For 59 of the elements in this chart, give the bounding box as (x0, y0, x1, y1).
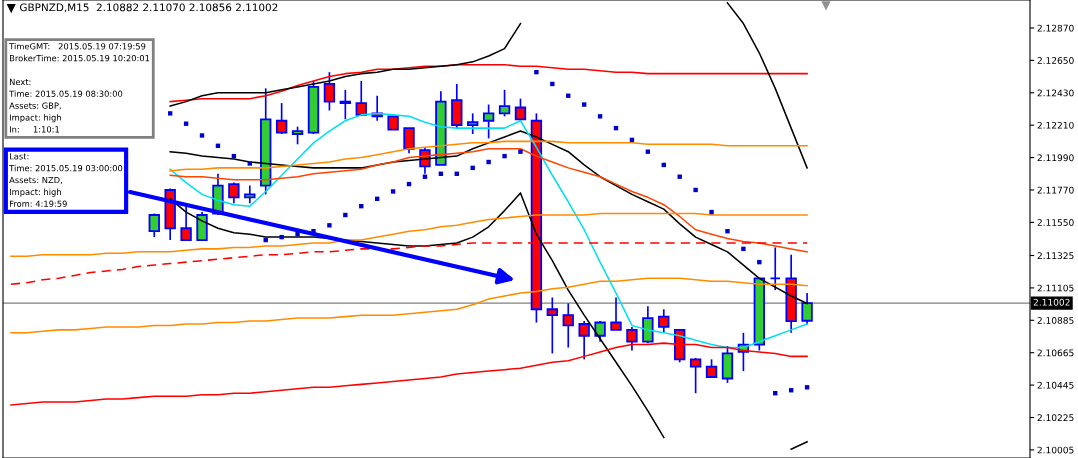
candlestick (689, 357, 702, 395)
point (725, 229, 730, 234)
point (167, 111, 173, 116)
point (741, 246, 746, 252)
candlestick (658, 308, 670, 334)
candlestick (769, 246, 781, 291)
point (199, 133, 205, 138)
candlestick (467, 112, 479, 135)
point (709, 209, 714, 215)
candlestick (594, 320, 606, 343)
y-tick-label: 2.10885 (1037, 317, 1074, 324)
y-tick-label: 2.11990 (1037, 154, 1074, 162)
candlestick (339, 88, 352, 121)
y-tick-label: 2.11770 (1037, 186, 1074, 194)
y-tick-label: 2.10445 (1037, 381, 1074, 389)
candlestick (355, 80, 367, 116)
y-tick-label: 2.10225 (1037, 414, 1074, 422)
y-tick-label: 2.12870 (1037, 24, 1074, 32)
y-tick-label: 2.12650 (1037, 57, 1074, 64)
candlestick (562, 302, 574, 349)
point (295, 231, 300, 237)
candlestick (403, 127, 415, 154)
y-tick-label: 2.11550 (1037, 219, 1074, 226)
point (247, 161, 252, 166)
point (757, 259, 762, 265)
candlestick (498, 88, 511, 118)
y-tick-label: 2.11105 (1037, 284, 1074, 292)
candlestick (546, 296, 559, 355)
y-tick-label: 2.10665 (1037, 349, 1074, 357)
point (327, 223, 332, 228)
candlestick (275, 102, 288, 135)
chart-title: GBPNZD,M15 2.10882 2.11070 2.10856 2.11002 (20, 3, 278, 13)
text: TimeGMT: 2015.05.19 07:19:59 BrokerTime: 2015.05.19 10:20:01 Next: Time: 2015.05.19 08:30:00 Assets: GBP, Impact: high In: 1:10:1 (9, 43, 150, 133)
y-tick-label: 2.12210 (1037, 121, 1074, 129)
point (502, 153, 507, 159)
point (693, 187, 698, 193)
candlestick (801, 292, 813, 326)
line-series (169, 64, 808, 103)
point (390, 189, 396, 194)
ref-line-label: 2.11002 (1033, 298, 1070, 306)
y-tick-label: 2.10005 (1037, 446, 1074, 454)
y-tick-label: 2.11325 (1037, 252, 1074, 260)
point (597, 114, 603, 119)
point (550, 81, 555, 87)
line-series (10, 277, 808, 334)
candlestick (642, 305, 654, 344)
line-series (169, 147, 808, 253)
candlestick (482, 103, 495, 140)
point (804, 385, 810, 390)
point (518, 149, 523, 154)
candlestick (610, 296, 622, 331)
point (343, 212, 348, 218)
point (581, 102, 587, 107)
point (534, 69, 539, 75)
point (486, 159, 491, 165)
y-tick-label: 2.12430 (1037, 89, 1074, 97)
annotation: Last: Time: 2015.05.19 03:00:00 Assets: NZD, Impact: high From: 4:19:59 (9, 153, 123, 207)
point (645, 149, 651, 154)
point (279, 234, 284, 240)
